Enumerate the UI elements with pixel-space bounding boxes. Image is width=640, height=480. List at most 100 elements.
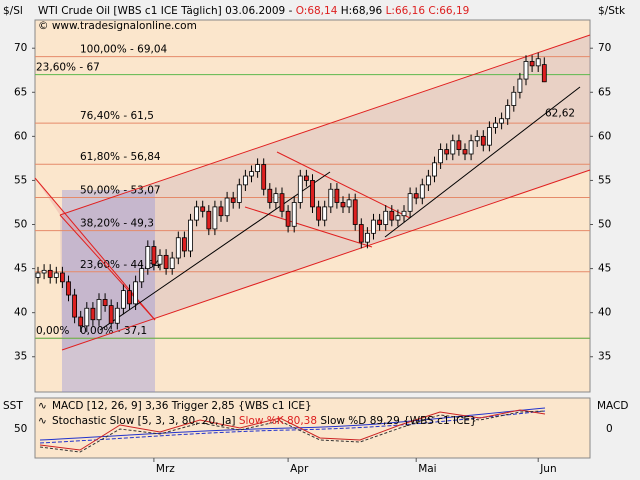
left-unit: $/Sl (3, 5, 23, 17)
candle-body (340, 202, 346, 208)
candle-body (261, 164, 267, 190)
candle-body (303, 175, 309, 181)
right-unit: $/Stk (598, 5, 626, 17)
x-tick-label: Mrz (156, 463, 175, 475)
candle-body (194, 206, 200, 221)
candle-body (139, 268, 145, 283)
copyright: © www.tradesignalonline.com (38, 20, 197, 32)
candle-body (371, 219, 376, 234)
candle-body (163, 254, 169, 269)
candle-body (377, 219, 383, 225)
candle-body (389, 210, 395, 221)
candle-body (401, 210, 407, 217)
candle-body (517, 78, 523, 93)
y-tick-label: 55 (14, 174, 27, 186)
candle-body (413, 193, 419, 199)
legend-icon: ∿ (38, 415, 47, 427)
level-label: 76,40% - 61,5 (80, 110, 154, 122)
stoch-legend-a: Stochastic Slow [5, 3, 3, 80, 20, Ja] (52, 415, 239, 427)
stoch-legend-b: Slow %D 89,29 {WBS c1 ICE} (317, 415, 477, 427)
candle-body (456, 140, 462, 150)
y2-tick-label: 40 (598, 307, 611, 319)
candle-body (249, 171, 254, 177)
candle-body (84, 307, 90, 327)
y2-tick-label: 60 (598, 130, 611, 142)
level-label: 0,00% (36, 325, 69, 337)
y2-tick-label: 50 (598, 219, 611, 231)
y2-tick-label: 65 (598, 86, 611, 98)
candle-body (541, 64, 547, 83)
candle-body (444, 149, 450, 155)
candle-body (145, 246, 151, 269)
level-label: 100,00% - 69,04 (80, 44, 168, 56)
candle-body (188, 219, 193, 252)
macd-line (39, 407, 546, 441)
y-tick-label: 40 (14, 307, 27, 319)
stoch-d-line (39, 410, 546, 453)
candle-body (41, 269, 47, 274)
candle-body (474, 135, 480, 142)
header-open: O:68,14 (296, 5, 338, 17)
candle-body (419, 184, 425, 199)
candle-body (121, 290, 126, 309)
candle-body (133, 281, 139, 305)
stoch-k: Slow %K 80,38 (239, 415, 317, 427)
candle-body (267, 188, 273, 203)
candle-body (230, 197, 236, 203)
x-tick-label: Jun (539, 463, 556, 475)
y-tick-label: 35 (14, 351, 27, 363)
candle-body (114, 307, 120, 324)
candle-body (218, 206, 224, 217)
macd-legend-text: MACD [12, 26, 9] 3,36 Trigger 2,85 {WBS … (52, 400, 312, 412)
candle-body (535, 58, 541, 67)
candle-body (480, 135, 486, 146)
y2-tick-label: 55 (598, 174, 611, 186)
legend-icon: ∿ (38, 400, 47, 412)
candle-body (200, 206, 206, 212)
candle-body (468, 140, 474, 155)
candle-body (291, 202, 297, 227)
candle-body (60, 272, 65, 283)
level-label: 23,60% - 67 (36, 62, 100, 74)
indicator-right-label: MACD (597, 400, 628, 412)
annotation: 62,62 (545, 107, 575, 119)
candle-body (364, 232, 370, 243)
candle-body (47, 269, 53, 278)
candle-body (322, 206, 328, 221)
channel-upper (59, 34, 591, 216)
header-high: H:68,96 (341, 5, 383, 17)
trigger-line (39, 410, 546, 444)
candle-body (273, 193, 279, 203)
trend-lines (99, 86, 581, 331)
candle-body (224, 197, 230, 217)
indicator-left-tick: 50 (14, 423, 27, 435)
candle-body (425, 175, 431, 186)
candle-body (127, 290, 132, 305)
y-tick-label: 65 (14, 86, 27, 98)
candle-body (407, 193, 413, 212)
candle-body (486, 127, 492, 146)
candle-body (310, 180, 315, 208)
candle-body (352, 199, 358, 225)
candle-body (499, 118, 505, 124)
channel-lower (61, 169, 591, 351)
candle-body (242, 175, 248, 186)
level-label: 23,60% - 44,64 (80, 259, 161, 271)
stoch-legend: Stochastic Slow [5, 3, 3, 80, 20, Ja] Sl… (52, 415, 477, 427)
y-tick-label: 45 (14, 263, 27, 275)
candle-body (432, 162, 437, 177)
candle-body (346, 199, 352, 208)
flag-lower (244, 206, 373, 248)
candle-body (151, 246, 157, 265)
level-label: 61,80% - 56,84 (80, 151, 161, 163)
y-tick-label: 50 (14, 219, 27, 231)
candle-body (212, 206, 218, 230)
candle-body (450, 140, 456, 155)
candle-body (462, 149, 468, 155)
candle-body (395, 215, 401, 221)
macd-legend: MACD [12, 26, 9] 3,36 Trigger 2,85 {WBS … (52, 400, 312, 412)
candle-body (206, 210, 212, 230)
candle-body (96, 299, 102, 321)
channel-fill (60, 35, 590, 350)
